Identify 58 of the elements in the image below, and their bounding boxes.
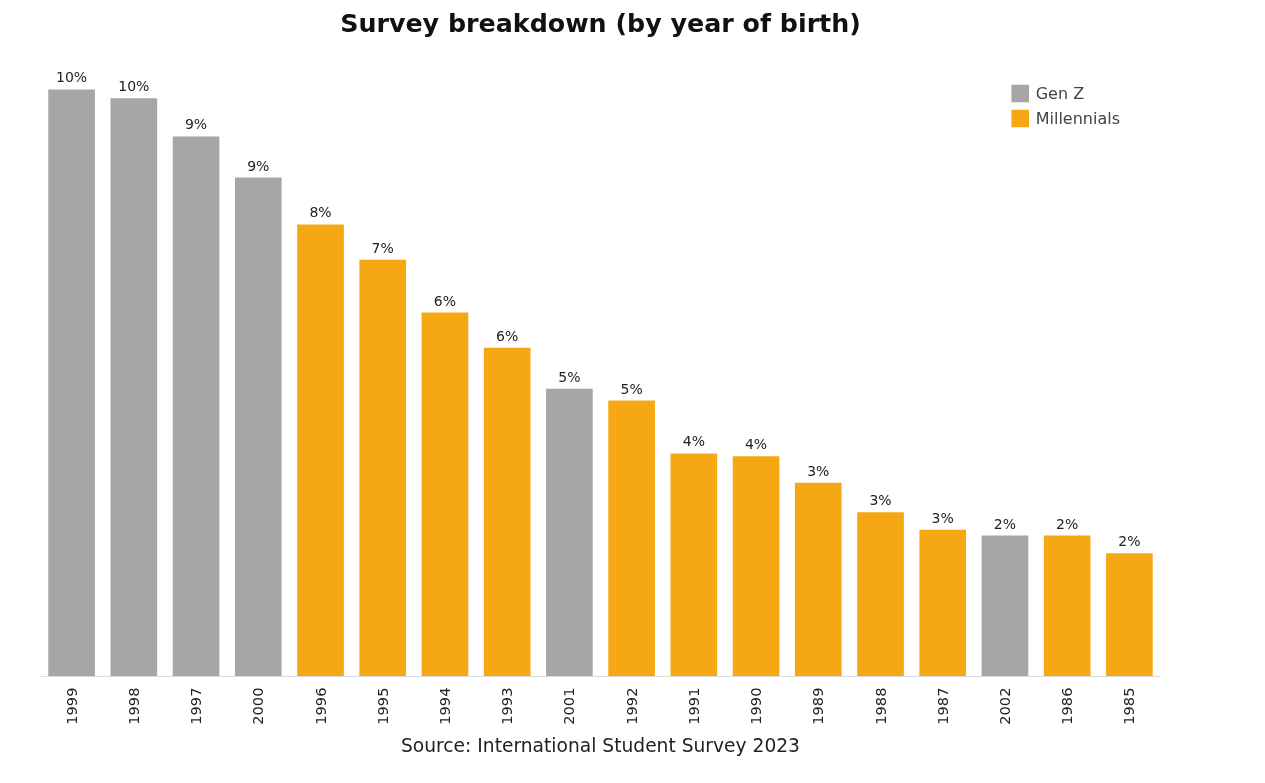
x-tick-label: 1996	[311, 687, 329, 725]
x-tick-label: 1988	[871, 687, 889, 725]
x-tick-label: 2002	[995, 687, 1013, 725]
x-tick-label: 1985	[1120, 687, 1138, 725]
data-label: 5%	[558, 368, 581, 385]
x-tick-label: 1987	[933, 687, 951, 725]
bar	[1106, 553, 1153, 677]
data-label: 3%	[869, 492, 892, 509]
bar	[857, 512, 904, 677]
data-label: 2%	[1118, 533, 1141, 550]
bar	[670, 453, 718, 677]
x-tick-label: 1995	[373, 687, 391, 725]
x-tick-label: 1992	[622, 687, 640, 725]
chart-title: Survey breakdown (by year of birth)	[340, 7, 861, 38]
data-label: 9%	[247, 157, 270, 174]
data-label: 6%	[496, 327, 519, 344]
bar	[732, 456, 780, 677]
bar	[421, 312, 469, 677]
x-tick-label: 1999	[62, 687, 80, 725]
bar	[919, 529, 967, 677]
x-tick-label: 1991	[684, 687, 702, 725]
bar	[297, 224, 344, 677]
x-tick-label: 1994	[435, 687, 453, 725]
data-label: 7%	[371, 239, 394, 256]
data-label: 4%	[682, 433, 705, 450]
x-tick-label: 1989	[809, 687, 827, 725]
bar	[234, 177, 282, 677]
data-label: 10%	[118, 78, 150, 95]
bar	[172, 136, 220, 677]
bar	[359, 259, 407, 677]
bar	[110, 98, 158, 677]
x-tick-label: 1986	[1058, 687, 1076, 725]
data-label: 6%	[433, 292, 457, 309]
x-tick-label: 1998	[124, 687, 142, 725]
legend-label: Gen Z	[1035, 83, 1085, 103]
x-tick-label: 1993	[498, 687, 516, 725]
data-label: 9%	[184, 116, 208, 133]
bar	[546, 388, 593, 677]
bar	[483, 347, 531, 677]
bar	[48, 89, 95, 677]
bar	[1043, 535, 1091, 677]
legend-label: Millennials	[1035, 108, 1120, 128]
x-tick-label: 2000	[249, 687, 267, 725]
data-label: 4%	[744, 436, 768, 453]
bar	[794, 482, 842, 677]
x-tick-label: 1990	[747, 687, 765, 725]
x-tick-label: 1997	[187, 687, 205, 725]
bar	[608, 400, 655, 677]
data-label: 3%	[931, 509, 954, 526]
data-label: 3%	[807, 462, 830, 479]
data-label: 8%	[309, 204, 332, 221]
bar	[981, 535, 1029, 677]
data-label: 2%	[1056, 515, 1079, 532]
x-tick-label: 2001	[560, 687, 578, 725]
data-label: 5%	[620, 380, 643, 397]
source-note: Source: International Student Survey 2023	[401, 734, 800, 756]
data-label: 2%	[993, 515, 1017, 532]
data-label: 10%	[56, 69, 88, 86]
